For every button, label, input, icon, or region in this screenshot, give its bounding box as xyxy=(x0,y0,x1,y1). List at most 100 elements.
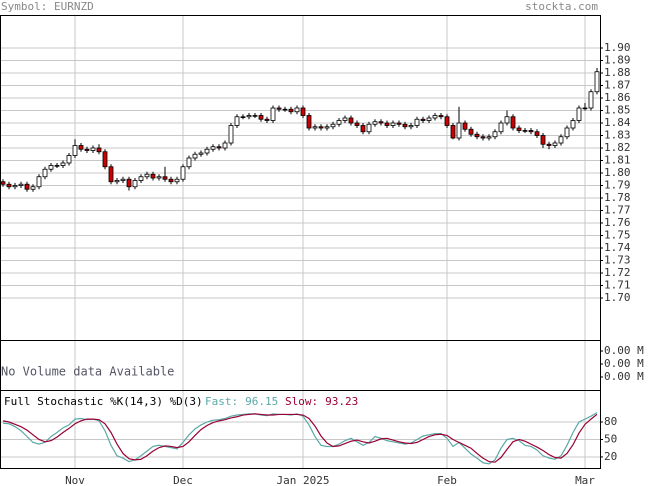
candle-body xyxy=(48,165,54,170)
y-tick-label: 1.90 xyxy=(604,41,631,54)
candle-body xyxy=(408,125,414,128)
candle-body xyxy=(462,122,468,130)
candle-body xyxy=(300,107,306,116)
candle-body xyxy=(66,155,72,164)
candle-body xyxy=(84,148,90,151)
x-tick-label: Feb xyxy=(437,474,457,486)
y-tick-label: 20 xyxy=(604,450,617,463)
candle-body xyxy=(144,173,150,178)
y-tick-label: 0.00 M xyxy=(604,370,644,383)
candle-body xyxy=(180,166,186,180)
candle-body xyxy=(354,122,360,126)
y-tick-label: 1.88 xyxy=(604,66,631,79)
candle-body xyxy=(360,125,366,133)
candle-body xyxy=(564,127,570,138)
y-tick-label: 1.81 xyxy=(604,154,631,167)
candle-body xyxy=(150,173,156,179)
candle-body xyxy=(570,120,576,129)
candle-body xyxy=(252,115,258,117)
candle-body xyxy=(96,147,102,153)
y-tick-label: 50 xyxy=(604,432,617,445)
candle-body xyxy=(336,120,342,125)
candle-body xyxy=(498,122,504,133)
candle-body xyxy=(396,122,402,125)
candle-body xyxy=(294,107,300,113)
candle-body xyxy=(480,136,486,139)
candle-body xyxy=(504,116,510,124)
candle-body xyxy=(168,178,174,183)
candle-body xyxy=(348,117,354,124)
x-tick-label: Jan 2025 xyxy=(277,474,330,486)
candle-body xyxy=(330,123,336,128)
candle-body xyxy=(270,107,276,121)
candle-body xyxy=(516,127,522,131)
y-tick-label: 1.89 xyxy=(604,54,631,67)
candle-body xyxy=(54,165,60,167)
candle-body xyxy=(78,145,84,150)
candle-body xyxy=(486,136,492,139)
candle-body xyxy=(456,122,462,139)
candle-body xyxy=(216,146,222,149)
candle-body xyxy=(312,126,318,129)
legend-value: 96.15 xyxy=(245,395,278,408)
candle-body xyxy=(156,176,162,179)
candle-body xyxy=(114,180,120,183)
candle-body xyxy=(42,168,48,178)
candle-body xyxy=(450,125,456,139)
candle-body xyxy=(378,121,384,124)
candle-body xyxy=(258,115,264,120)
candle-body xyxy=(306,115,312,129)
candle-body xyxy=(186,157,192,168)
candle-body xyxy=(426,117,432,121)
y-tick-label: 1.84 xyxy=(604,116,631,129)
candle-body xyxy=(288,108,294,113)
candle-body xyxy=(204,148,210,154)
candle-body xyxy=(36,176,42,188)
candle-body xyxy=(510,116,516,129)
candle-body xyxy=(582,107,588,110)
y-tick-label: 1.73 xyxy=(604,254,631,267)
y-tick-label: 1.71 xyxy=(604,279,631,292)
y-tick-label: 1.86 xyxy=(604,91,631,104)
y-tick-label: 1.79 xyxy=(604,179,631,192)
y-tick-label: 1.78 xyxy=(604,191,631,204)
candle-body xyxy=(282,108,288,111)
candle-body xyxy=(558,136,564,144)
candle-body xyxy=(522,130,528,132)
candle-body xyxy=(276,107,282,110)
legend-name: Slow: xyxy=(285,395,318,408)
y-tick-label: 0.00 M xyxy=(604,357,644,370)
candle-body xyxy=(234,116,240,126)
candle-body xyxy=(384,122,390,126)
candle-body xyxy=(126,178,132,188)
candle-body xyxy=(546,143,552,146)
candle-body xyxy=(120,178,126,181)
y-tick-label: 1.72 xyxy=(604,266,631,279)
y-tick-label: 1.87 xyxy=(604,79,631,92)
candle-body xyxy=(240,116,246,118)
y-tick-label: 1.82 xyxy=(604,141,631,154)
y-tick-label: 0.00 M xyxy=(604,344,644,357)
candle-body xyxy=(108,166,114,183)
candle-body xyxy=(402,123,408,128)
candle-body xyxy=(228,125,234,144)
candle-body xyxy=(372,121,378,125)
annotation: No Volume data Available xyxy=(1,365,174,379)
y-tick-label: 1.80 xyxy=(604,166,631,179)
candle-body xyxy=(24,183,30,190)
candle-body xyxy=(552,142,558,146)
candle-body xyxy=(420,118,426,121)
candle-body xyxy=(0,181,6,185)
stochastic-line xyxy=(2,413,598,463)
source: stockta.com xyxy=(525,0,598,13)
candle-body xyxy=(594,71,600,93)
candle-body xyxy=(576,107,582,121)
y-tick-label: 80 xyxy=(604,415,617,428)
candle-body xyxy=(588,91,594,109)
x-tick-label: Mar xyxy=(575,474,595,486)
candle-body xyxy=(18,183,24,186)
candle-body xyxy=(60,162,66,166)
candle-body xyxy=(222,142,228,149)
